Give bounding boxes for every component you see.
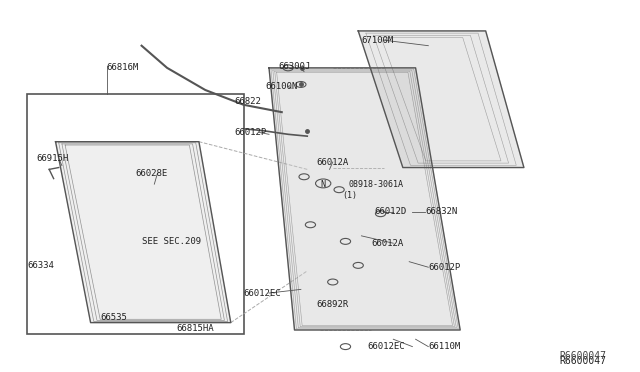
Polygon shape (56, 142, 231, 323)
Text: 66892R: 66892R (317, 300, 349, 309)
Text: 66535: 66535 (100, 312, 127, 321)
Text: 66822: 66822 (234, 97, 261, 106)
Polygon shape (269, 68, 460, 330)
Text: 66110M: 66110M (428, 342, 461, 351)
Text: 66832N: 66832N (425, 207, 458, 217)
Polygon shape (358, 31, 524, 167)
Text: 66334: 66334 (27, 261, 54, 270)
Text: 66816M: 66816M (106, 63, 139, 72)
Text: 66028E: 66028E (135, 169, 168, 177)
Bar (27, 94, 244, 334)
Text: 67100M: 67100M (362, 36, 394, 45)
Text: 66300J: 66300J (278, 61, 311, 71)
Text: (1): (1) (342, 191, 357, 200)
Text: 66012D: 66012D (374, 207, 406, 217)
Text: 66012EC: 66012EC (368, 342, 405, 351)
Text: 08918-3061A: 08918-3061A (349, 180, 404, 189)
Text: 66100N: 66100N (266, 82, 298, 91)
Text: 66012EC: 66012EC (244, 289, 281, 298)
Text: R6600047: R6600047 (559, 356, 606, 366)
Text: 66012A: 66012A (317, 157, 349, 167)
Text: 66012P: 66012P (234, 128, 266, 137)
Text: N: N (320, 180, 325, 189)
Text: 66815HA: 66815HA (177, 324, 214, 333)
Text: 66915H: 66915H (36, 154, 68, 163)
Text: 66012A: 66012A (371, 239, 403, 248)
Text: SEE SEC.209: SEE SEC.209 (141, 237, 201, 246)
Text: R6600047: R6600047 (559, 352, 606, 361)
Text: 66012P: 66012P (428, 263, 461, 272)
